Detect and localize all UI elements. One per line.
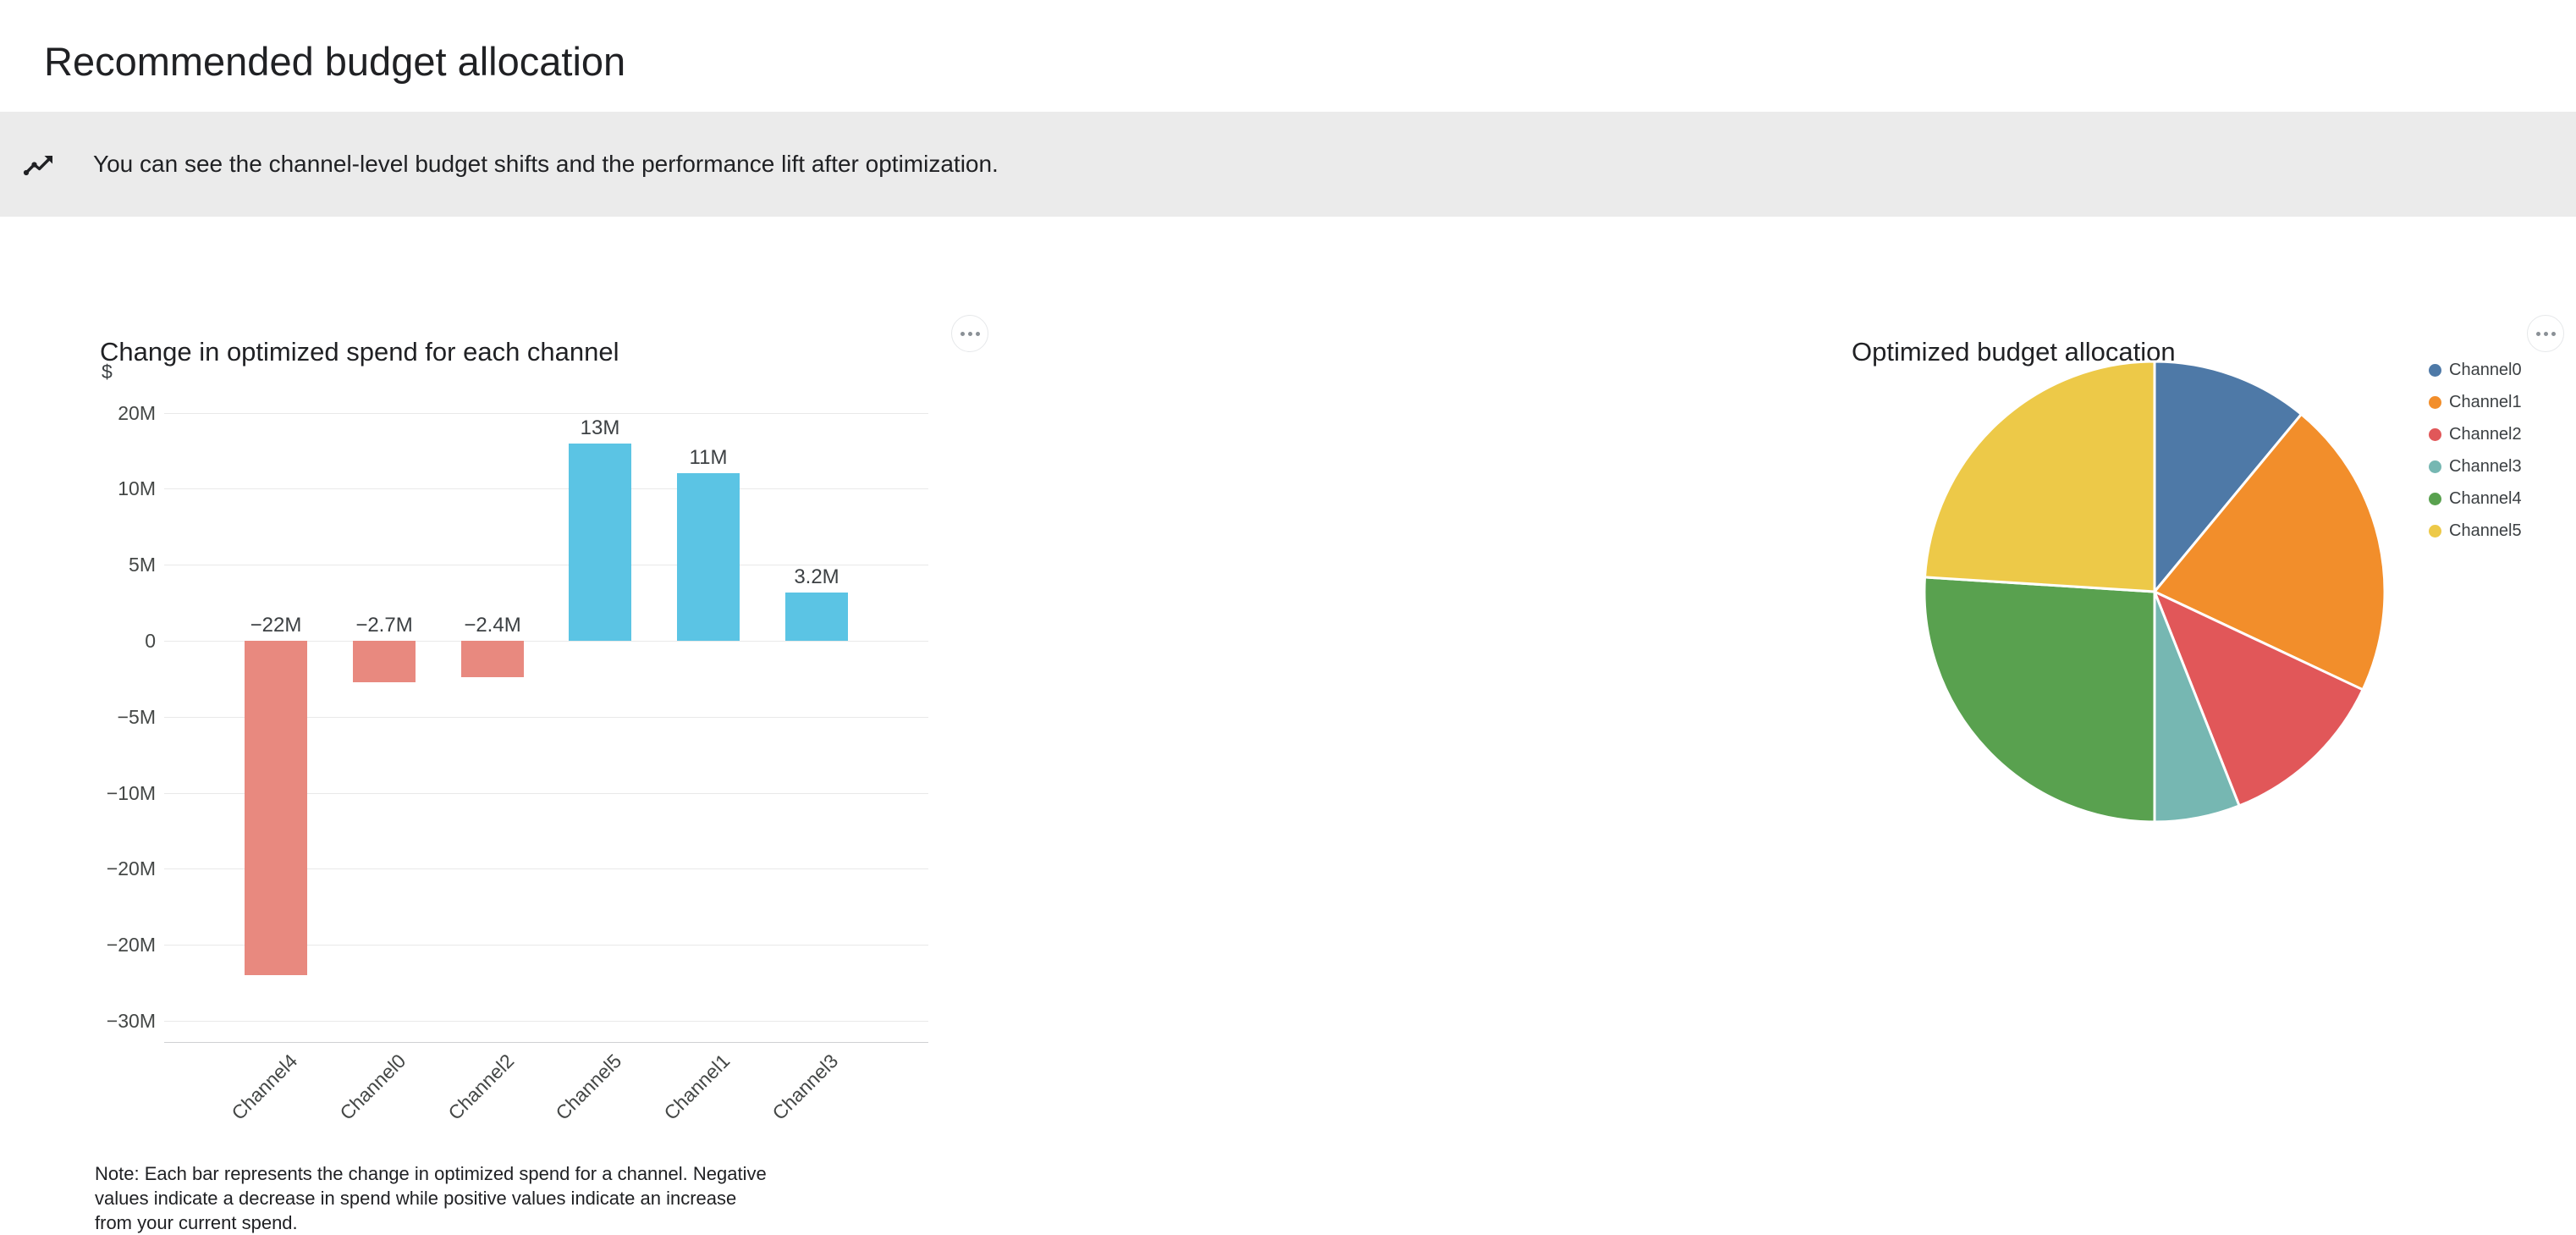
y-tick-label: −5M [117, 705, 156, 728]
bar-value-label: 13M [580, 416, 620, 439]
gridline [164, 868, 928, 870]
legend-swatch-icon [2429, 395, 2441, 409]
dot-icon [2551, 331, 2556, 336]
legend-item-channel3: Channel3 [2429, 450, 2522, 482]
gridline [164, 641, 928, 642]
y-tick-label: −30M [106, 1010, 156, 1032]
dot-icon [967, 331, 972, 336]
y-tick-label: 20M [118, 401, 156, 424]
pie-slice-channel5 [1924, 360, 2156, 593]
legend-label: Channel3 [2449, 456, 2522, 476]
bar-channel0 [353, 641, 416, 682]
gridline [164, 488, 928, 490]
legend-item-channel1: Channel1 [2429, 386, 2522, 418]
bar-channel2 [461, 641, 524, 678]
y-axis-title: $ [102, 361, 113, 383]
legend-swatch-icon [2429, 427, 2441, 441]
legend-item-channel5: Channel5 [2429, 515, 2522, 547]
gridline [164, 1021, 928, 1022]
bar-value-label: 11M [689, 446, 728, 470]
gridline [164, 945, 928, 946]
dot-icon [975, 331, 980, 336]
bar-value-label: 3.2M [794, 565, 839, 588]
gridline [164, 716, 928, 718]
y-tick-label: −20M [106, 934, 156, 957]
y-tick-label: −10M [106, 781, 156, 804]
pie-chart-title: Optimized budget allocation [1852, 336, 2176, 367]
legend-label: Channel1 [2449, 392, 2522, 411]
page-title: Recommended budget allocation [44, 39, 626, 85]
y-tick-label: 10M [118, 477, 156, 500]
pie-chart-svg [1923, 360, 2386, 824]
bar-channel5 [569, 443, 631, 641]
bar-chart-card: Change in optimized spend for each chann… [93, 315, 1066, 1233]
y-tick-label: 5M [129, 554, 156, 576]
y-tick-label: 0 [145, 630, 156, 652]
legend-swatch-icon [2429, 460, 2441, 473]
bar-channel3 [785, 592, 848, 641]
bar-plot-area: 20M 10M 5M 0 −5M −10M −20M −20M −30M −22M Channel4… [93, 315, 1066, 1224]
x-axis-line [164, 1042, 928, 1043]
insights-icon [23, 156, 52, 176]
bar-value-label: −22M [250, 614, 302, 637]
pie-slice-channel2 [2153, 590, 2364, 808]
bar-channel1 [677, 473, 740, 641]
legend-item-channel0: Channel0 [2429, 354, 2522, 386]
pie-slice-channel0 [2153, 360, 2303, 593]
bar-value-label: −2.4M [464, 614, 521, 637]
gridline [164, 792, 928, 794]
legend-label: Channel4 [2449, 488, 2522, 508]
legend-swatch-icon [2429, 524, 2441, 538]
legend-item-channel4: Channel4 [2429, 482, 2522, 515]
bar-value-label: −2.7M [355, 614, 413, 637]
y-tick-label: −20M [106, 857, 156, 880]
legend-label: Channel0 [2449, 360, 2522, 379]
banner-text: You can see the channel-level budget shi… [93, 151, 999, 177]
bar-channel4 [245, 641, 307, 976]
legend-swatch-icon [2429, 492, 2441, 505]
info-banner: You can see the channel-level budget shi… [0, 112, 2576, 217]
pie-legend: Channel0 Channel1 Channel2 Channel3 Channel4… [2429, 354, 2522, 547]
legend-item-channel2: Channel2 [2429, 418, 2522, 450]
dot-icon [2535, 331, 2540, 336]
legend-swatch-icon [2429, 363, 2441, 377]
bar-chart-more-options-button[interactable] [951, 315, 988, 352]
dot-icon [960, 331, 965, 336]
pie-slice-channel4 [1923, 576, 2156, 824]
bar-chart-title: Change in optimized spend for each chann… [100, 336, 619, 367]
pie-chart-more-options-button[interactable] [2527, 315, 2564, 352]
bar-chart-note: Note: Each bar represents the change in … [95, 1163, 767, 1233]
legend-label: Channel5 [2449, 521, 2522, 540]
dot-icon [2543, 331, 2548, 336]
legend-label: Channel2 [2449, 424, 2522, 444]
gridline [164, 412, 928, 414]
pie-chart-card: Optimized budget allocation Channel0 Chan… [1845, 315, 2576, 1127]
pie-slice-channel1 [2153, 412, 2386, 692]
